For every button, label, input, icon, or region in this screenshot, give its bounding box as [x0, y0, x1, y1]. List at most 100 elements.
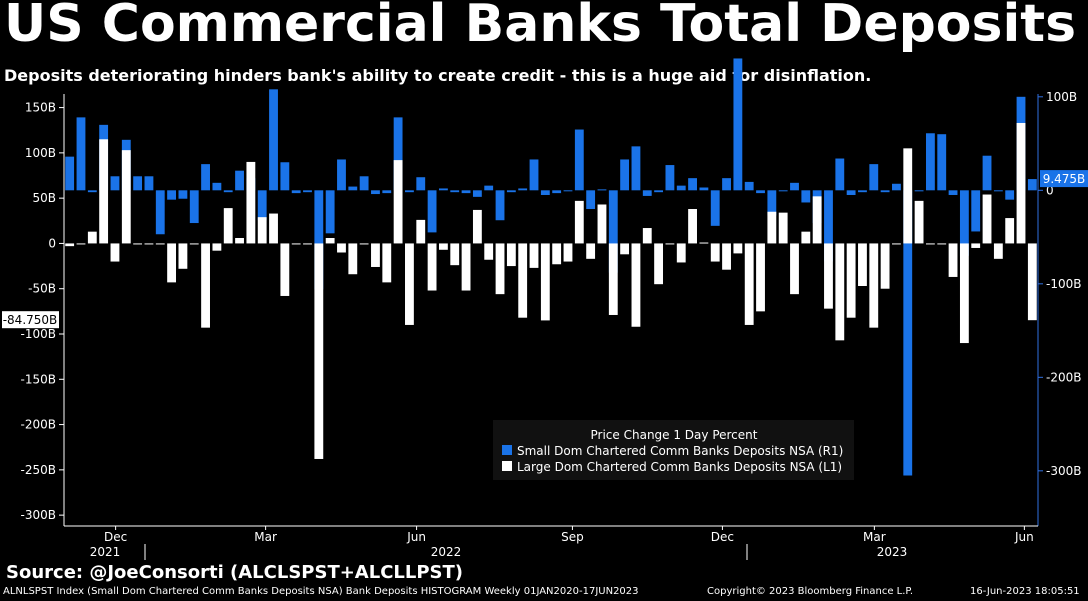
- bar-large: [133, 243, 143, 245]
- bar-large: [1027, 243, 1037, 321]
- bar-small: [325, 190, 335, 234]
- bar-small: [971, 190, 981, 232]
- bar-large: [778, 212, 788, 244]
- bar-small: [291, 190, 301, 194]
- bar-large: [393, 160, 403, 244]
- bar-large: [529, 243, 539, 268]
- bar-small: [959, 190, 969, 256]
- legend-swatch-small: [502, 445, 512, 455]
- bar-large: [654, 243, 664, 285]
- bar-large: [608, 243, 618, 315]
- bar-large: [925, 243, 935, 245]
- bar-small: [405, 190, 414, 193]
- x-year-label: 2023: [877, 545, 908, 559]
- x-year-label: 2022: [431, 545, 462, 559]
- bar-small: [846, 190, 856, 195]
- chart-title: US Commercial Banks Total Deposits: [4, 0, 1077, 54]
- bar-small: [767, 190, 777, 216]
- bar-large: [461, 243, 471, 291]
- bar-large: [790, 243, 799, 295]
- bar-small: [416, 177, 426, 191]
- bar-small: [303, 190, 312, 193]
- bar-small: [529, 159, 539, 191]
- bar-large: [959, 243, 969, 344]
- bar-small: [484, 185, 494, 191]
- bar-small: [982, 155, 992, 191]
- bar-large: [699, 242, 709, 244]
- bar-small: [722, 178, 731, 191]
- bar-small: [506, 190, 516, 193]
- bar-small: [880, 190, 890, 193]
- x-month-label: Sep: [561, 530, 584, 544]
- bar-small: [189, 190, 199, 224]
- bar-small: [574, 129, 584, 191]
- bar-large: [869, 243, 879, 328]
- last-value-right: 9.475B: [1043, 172, 1086, 186]
- bar-large: [993, 243, 1003, 259]
- bar-large: [540, 243, 550, 321]
- legend: Price Change 1 Day Percent Small Dom Char…: [493, 420, 854, 480]
- bar-small: [178, 190, 188, 199]
- bar-small: [427, 190, 437, 233]
- bar-large: [87, 231, 97, 244]
- last-value-badge-left: [2, 311, 59, 329]
- ticker-description: ALNLSPST Index (Small Dom Chartered Comm…: [3, 586, 639, 597]
- bar-small: [801, 190, 811, 203]
- legend-swatch-large: [502, 461, 512, 471]
- bar-large: [948, 243, 958, 277]
- bar-small: [586, 190, 596, 210]
- bar-large: [518, 243, 528, 318]
- bar-large: [563, 243, 573, 262]
- bar-large: [971, 243, 981, 248]
- bar-small: [790, 182, 799, 191]
- bar-small: [337, 159, 346, 191]
- bar-large: [212, 243, 222, 251]
- bar-small: [552, 190, 562, 194]
- last-value-left: -84.750B: [3, 313, 58, 327]
- bar-large: [359, 243, 369, 245]
- left-tick-label: -100B: [21, 327, 56, 341]
- bar-large: [801, 231, 811, 244]
- copyright-text: Copyright© 2023 Bloomberg Finance L.P.: [707, 586, 914, 597]
- bar-small: [1027, 179, 1037, 191]
- bar-small: [631, 146, 641, 191]
- bar-small: [733, 58, 743, 191]
- source-text: Source: @JoeConsorti (ALCLSPST+ALCLLPST): [6, 562, 464, 583]
- bar-large: [892, 243, 901, 245]
- bar-small: [167, 190, 177, 200]
- left-tick-label: -50B: [28, 282, 56, 296]
- bar-small: [642, 190, 652, 196]
- left-tick-label: 0: [48, 236, 56, 250]
- bar-large: [99, 139, 109, 244]
- bar-large: [552, 243, 562, 265]
- bar-small: [495, 190, 505, 221]
- bar-small: [858, 190, 867, 193]
- left-tick-label: 100B: [25, 146, 56, 160]
- x-year-label: 2021: [90, 545, 121, 559]
- bar-large: [201, 243, 210, 328]
- bar-large: [631, 243, 641, 327]
- bar-large: [450, 243, 460, 266]
- left-tick-label: -150B: [21, 372, 56, 386]
- bar-small: [620, 159, 630, 191]
- bar-small: [892, 183, 901, 191]
- bar-small: [472, 190, 482, 197]
- bar-large: [1005, 218, 1015, 244]
- bar-large: [914, 200, 924, 244]
- bar-large: [291, 243, 301, 245]
- bar-large: [121, 150, 131, 244]
- bar-large: [110, 243, 120, 262]
- legend-item-large: Large Dom Chartered Comm Banks Deposits …: [517, 460, 842, 474]
- bar-small: [710, 190, 720, 226]
- bar-small: [744, 181, 754, 191]
- bar-small: [393, 117, 403, 191]
- x-month-label: Dec: [711, 530, 734, 544]
- bar-large: [1016, 122, 1026, 244]
- bar-small: [223, 190, 233, 193]
- legend-box: [493, 420, 854, 480]
- bar-large: [484, 243, 494, 260]
- bar-small: [925, 133, 935, 191]
- bar-large: [733, 243, 743, 254]
- bar-small: [235, 170, 244, 191]
- bar-large: [144, 243, 154, 245]
